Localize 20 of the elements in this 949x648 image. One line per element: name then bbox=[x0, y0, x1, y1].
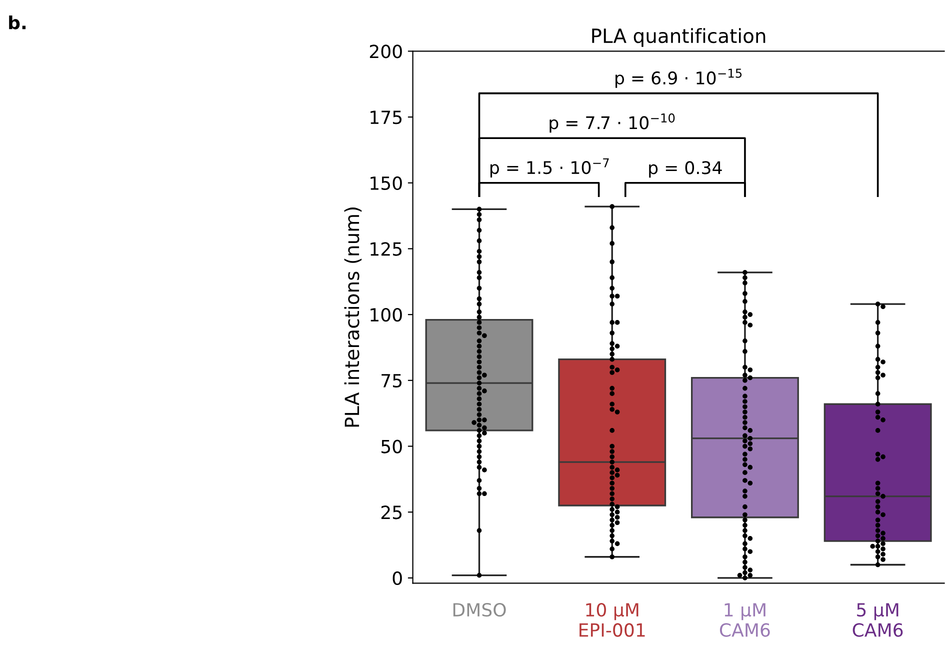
y-tick-label: 0 bbox=[392, 571, 402, 586]
annotation: p = 7.7 · 10$^{−10}$ bbox=[550, 113, 675, 133]
x-tick-label: 10 µM EPI-001 bbox=[580, 602, 645, 637]
annotation: p = 0.34 bbox=[649, 161, 722, 178]
y-tick-label: 100 bbox=[370, 308, 402, 322]
y-tick-label: 175 bbox=[370, 110, 402, 124]
y-tick-label: 50 bbox=[382, 440, 402, 454]
y-tick-label: 150 bbox=[370, 176, 402, 190]
x-tick-label: 5 µM CAM6 bbox=[852, 603, 903, 637]
y-tick-label: 125 bbox=[370, 242, 402, 256]
text: b. bbox=[9, 15, 26, 30]
y-tick-label: 25 bbox=[381, 506, 402, 520]
annotation: p = 1.5 · 10$^{−7}$ bbox=[490, 158, 609, 178]
x-tick-label: 1 µM CAM6 bbox=[720, 603, 770, 637]
x-tick-label: DMSO bbox=[453, 602, 506, 617]
y-axis-title: PLA interactions (num) bbox=[344, 208, 362, 427]
y-tick-label: 200 bbox=[370, 44, 402, 58]
y-tick-label: 75 bbox=[382, 374, 402, 388]
chart-title: PLA quantification bbox=[592, 28, 766, 47]
annotation: p = 6.9 · 10$^{−15}$ bbox=[616, 68, 742, 88]
